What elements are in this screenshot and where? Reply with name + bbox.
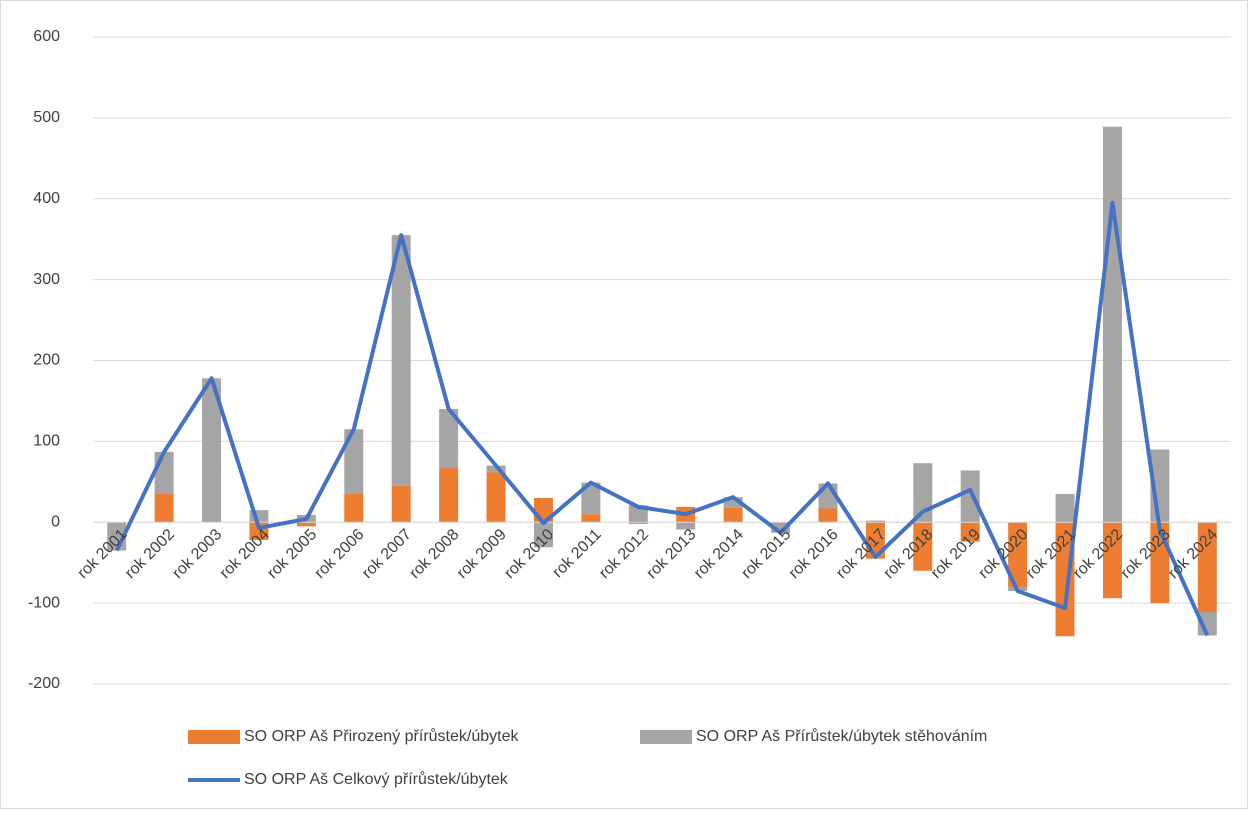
y-tick-label: 500 (33, 109, 60, 126)
bar (723, 497, 743, 508)
bar (154, 493, 174, 523)
bar (628, 522, 648, 524)
bar (486, 472, 506, 523)
bar (1008, 522, 1028, 587)
bar (960, 522, 980, 542)
legend-label: SO ORP Aš Přirozený přírůstek/úbytek (244, 727, 519, 745)
y-tick-label: 400 (33, 190, 60, 207)
y-tick-label: 200 (33, 352, 60, 369)
bar (486, 465, 506, 473)
bar (202, 378, 222, 523)
bar (771, 523, 791, 533)
bar (723, 507, 743, 523)
y-tick-label: 600 (33, 28, 60, 45)
bar (439, 468, 459, 523)
legend-label: SO ORP Aš Celkový přírůstek/úbytek (244, 770, 509, 788)
bar (439, 409, 459, 469)
legend-label: SO ORP Aš Přírůstek/úbytek stěhováním (696, 727, 987, 745)
bar (676, 522, 696, 530)
bar (344, 429, 364, 494)
bar (581, 514, 601, 523)
bar (581, 482, 601, 515)
bar (960, 470, 980, 523)
bar (1197, 522, 1217, 613)
y-tick-label: -100 (28, 594, 60, 611)
y-tick-label: 300 (33, 271, 60, 288)
bar (771, 522, 791, 524)
legend-swatch (640, 730, 692, 744)
y-tick-label: 100 (33, 433, 60, 450)
bar (865, 520, 885, 523)
bar (818, 508, 838, 523)
bar (1055, 493, 1075, 523)
y-tick-label: 0 (51, 513, 60, 530)
bar (1102, 522, 1122, 599)
bar (296, 522, 316, 527)
bar (391, 485, 411, 523)
bar (344, 493, 364, 523)
bar (391, 235, 411, 486)
y-tick-label: -200 (28, 675, 60, 692)
bar (154, 451, 174, 494)
line (114, 200, 1210, 637)
bar (913, 522, 933, 571)
legend-swatch (188, 730, 240, 744)
bar (1102, 126, 1122, 523)
bar (533, 522, 553, 548)
